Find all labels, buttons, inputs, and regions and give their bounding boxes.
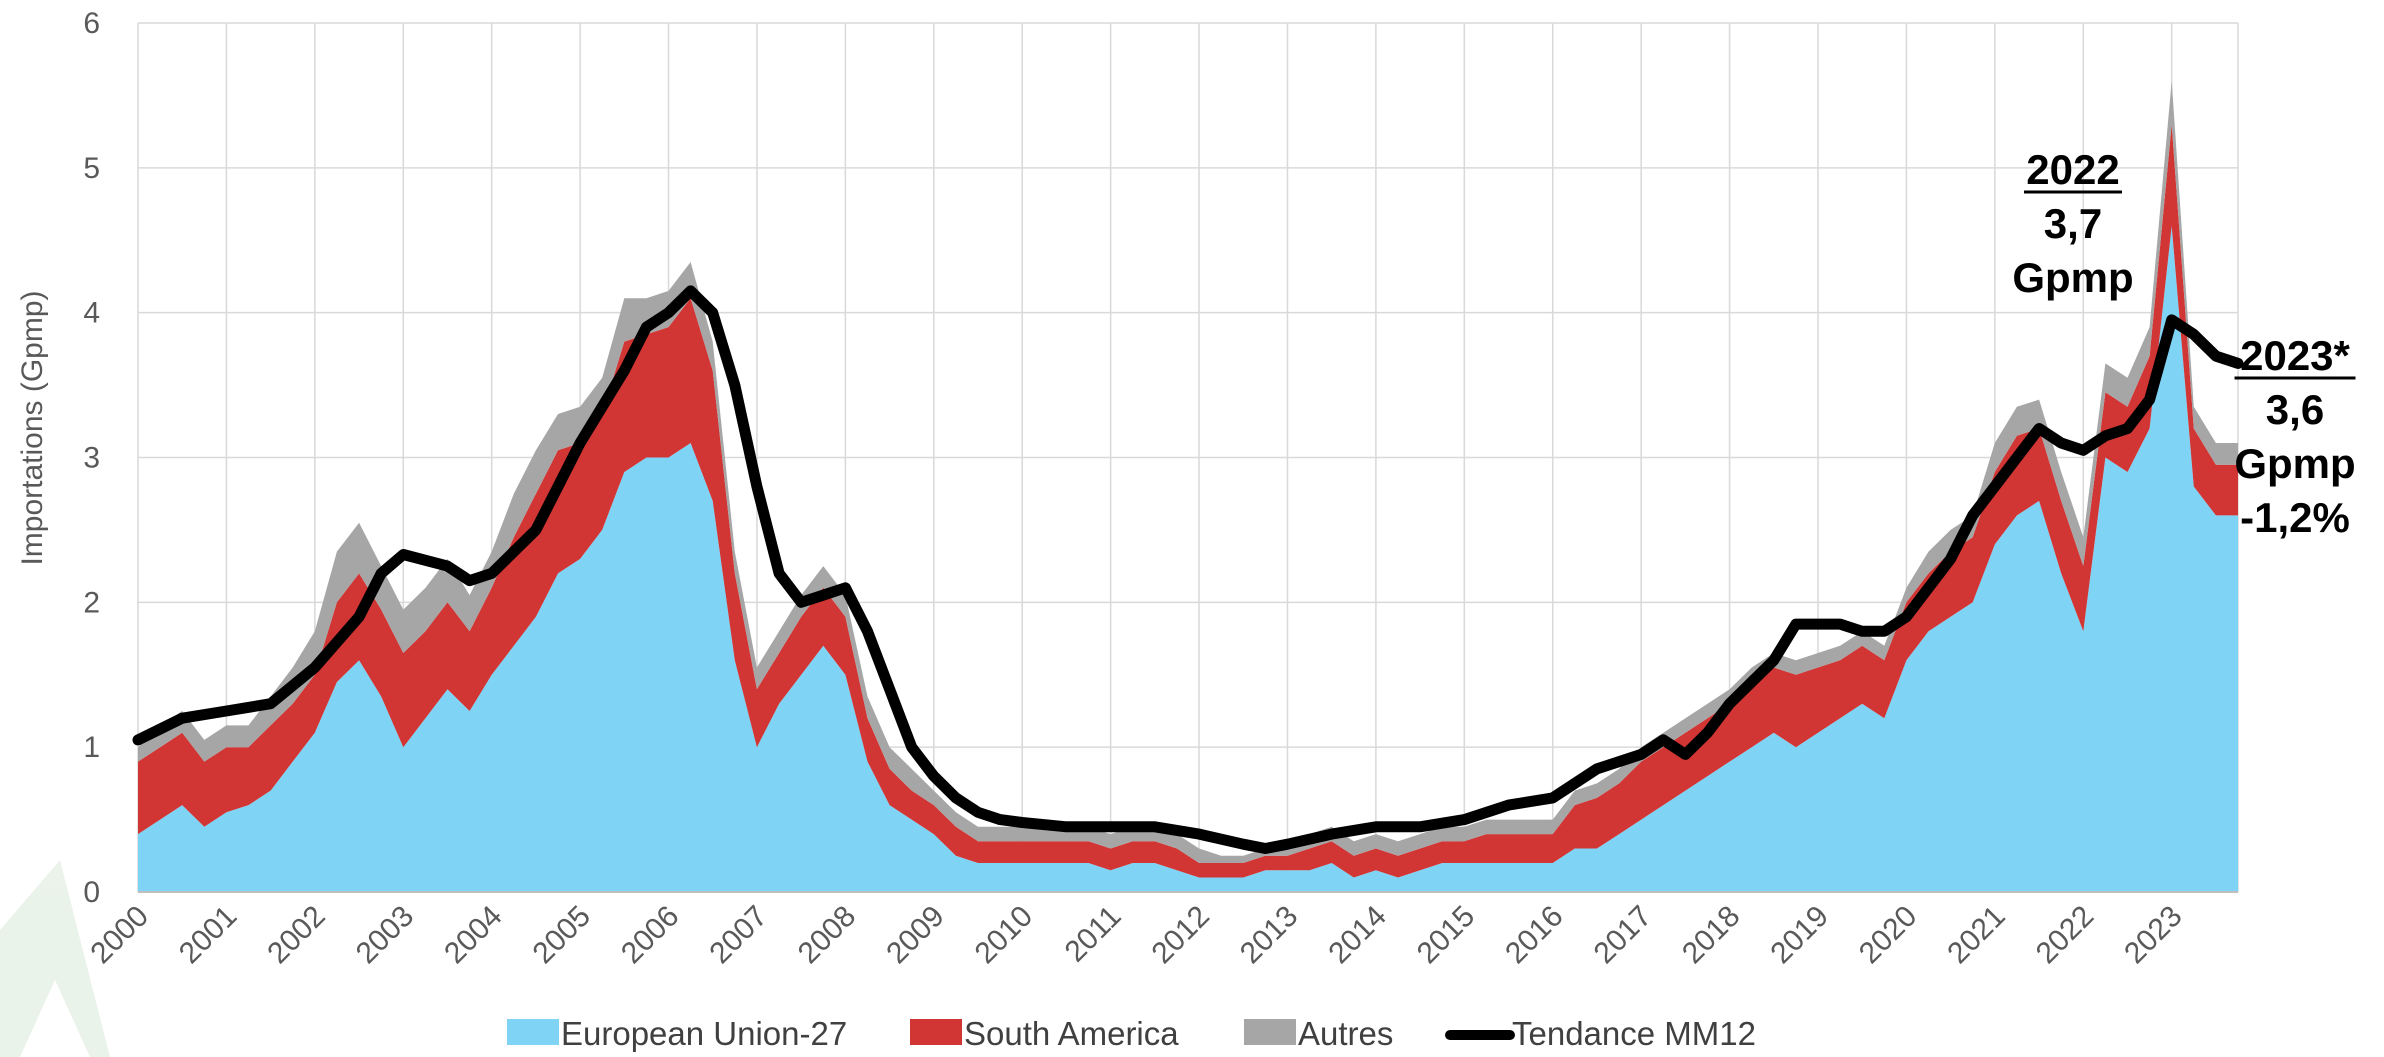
area-european-union-27 — [138, 225, 2238, 893]
y-tick-label: 1 — [83, 731, 100, 764]
y-tick-label: 2 — [83, 586, 100, 619]
x-tick-label: 2004 — [438, 900, 509, 971]
y-tick-label: 4 — [83, 297, 100, 330]
x-tick-label: 2005 — [527, 900, 598, 971]
x-tick-label: 2012 — [1145, 900, 1216, 971]
x-tick-label: 2001 — [173, 900, 244, 971]
x-axis-ticks: 2000 2001 2002 2003 2004 2005 2006 2007 2008 2009… — [84, 900, 2188, 971]
legend-label: Autres — [1298, 1015, 1393, 1052]
x-tick-label: 2003 — [350, 900, 421, 971]
annotation-title: 2023* — [2240, 332, 2350, 379]
x-tick-label: 2013 — [1234, 900, 1305, 971]
x-tick-label: 2000 — [84, 900, 155, 971]
annotation-line: Gpmp — [2234, 440, 2355, 487]
x-tick-label: 2018 — [1676, 900, 1747, 971]
legend-label: Tendance MM12 — [1512, 1015, 1756, 1052]
x-tick-label: 2023 — [2118, 900, 2189, 971]
annotation-line: -1,2% — [2240, 494, 2350, 541]
x-tick-label: 2007 — [703, 900, 774, 971]
x-tick-label: 2019 — [1764, 900, 1835, 971]
chart-areas — [138, 80, 2238, 893]
x-tick-label: 2015 — [1411, 900, 1482, 971]
y-tick-label: 5 — [83, 152, 100, 185]
area-south-america — [138, 124, 2238, 878]
annotation-line: Gpmp — [2012, 254, 2133, 301]
y-axis-label: Importations (Gpmp) — [16, 290, 49, 565]
x-tick-label: 2017 — [1588, 900, 1659, 971]
y-axis-ticks: 0 1 2 3 4 5 6 — [83, 7, 100, 909]
x-tick-label: 2014 — [1322, 900, 1393, 971]
y-tick-label: 0 — [83, 876, 100, 909]
x-tick-label: 2021 — [1941, 900, 2012, 971]
x-tick-label: 2020 — [1853, 900, 1924, 971]
x-tick-label: 2002 — [261, 900, 332, 971]
legend-swatch — [507, 1019, 559, 1045]
y-tick-label: 6 — [83, 7, 100, 40]
series-line-tendance-mm12 — [132, 285, 2244, 854]
legend-swatch — [1244, 1019, 1296, 1045]
x-tick-label: 2011 — [1059, 900, 1128, 969]
x-tick-label: 2022 — [2030, 900, 2101, 971]
annotations: 2022 3,7 Gpmp 2023* 3,6 Gpmp -1,2% — [2012, 146, 2355, 541]
legend-swatch — [910, 1019, 962, 1045]
x-tick-label: 2016 — [1499, 900, 1570, 971]
trend-line — [132, 285, 2244, 854]
legend-label: European Union-27 — [561, 1015, 847, 1052]
x-tick-label: 2008 — [792, 900, 863, 971]
y-tick-label: 3 — [83, 442, 100, 475]
x-tick-label: 2010 — [969, 900, 1040, 971]
annotation-title: 2022 — [2026, 146, 2119, 193]
legend-label: South America — [964, 1015, 1179, 1052]
annotation-line: 3,6 — [2266, 386, 2324, 433]
legend: European Union-27 South America Autres Tend… — [507, 1015, 1756, 1052]
logo-watermark — [0, 860, 110, 1057]
x-tick-label: 2006 — [615, 900, 686, 971]
x-tick-label: 2009 — [880, 900, 951, 971]
annotation-line: 3,7 — [2044, 200, 2102, 247]
